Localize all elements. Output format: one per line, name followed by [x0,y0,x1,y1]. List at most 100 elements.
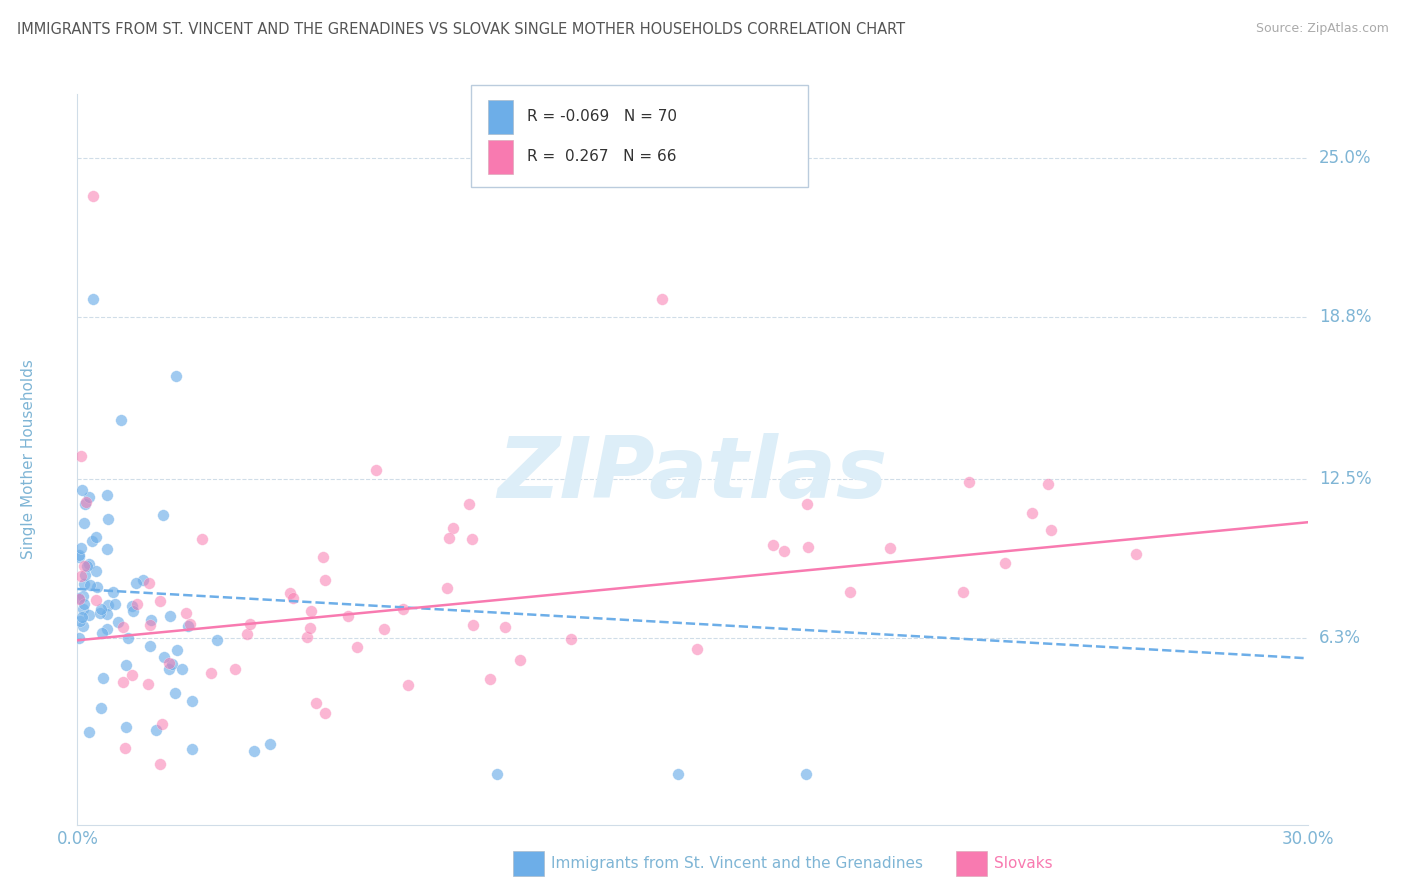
Point [243,743,266,757]
Point [82,534,104,549]
Point [69,449,91,463]
Point [163,686,186,700]
Point [121,668,143,682]
Point [145,723,167,738]
Point [77,558,100,572]
Point [179,617,201,632]
Point [76,559,98,574]
Point [97,598,120,612]
Point [121,604,143,618]
Point [90,626,112,640]
Point [125,597,148,611]
Point [166,643,188,657]
Point [797,541,820,555]
Point [69,615,91,629]
Point [90,701,112,715]
Text: 25.0%: 25.0% [1319,149,1371,167]
Point [181,742,204,756]
Point [67,549,90,563]
Point [72,483,94,497]
Point [96,622,118,636]
Point [69,569,91,583]
Point [794,766,817,780]
Point [957,475,980,489]
Point [110,412,132,426]
Point [157,662,180,676]
Point [139,618,162,632]
Point [101,585,124,599]
Text: IMMIGRANTS FROM ST. VINCENT AND THE GRENADINES VS SLOVAK SINGLE MOTHER HOUSEHOLD: IMMIGRANTS FROM ST. VINCENT AND THE GREN… [17,22,905,37]
Point [82,189,104,203]
Point [75,495,97,509]
Point [337,609,360,624]
Text: Source: ZipAtlas.com: Source: ZipAtlas.com [1256,22,1389,36]
Point [84,564,107,578]
Point [392,601,415,615]
Point [67,549,90,564]
Text: 12.5%: 12.5% [1319,469,1371,488]
Point [373,622,395,636]
Point [111,674,134,689]
Point [91,671,114,685]
Point [651,292,673,306]
Point [299,603,322,617]
Point [84,593,107,607]
Point [97,512,120,526]
Point [346,640,368,655]
Point [177,618,200,632]
Point [311,549,333,564]
Point [67,591,90,605]
Point [141,613,163,627]
Point [762,538,785,552]
Point [838,585,860,599]
Text: Immigrants from St. Vincent and the Grenadines: Immigrants from St. Vincent and the Gren… [551,856,924,871]
Point [280,586,302,600]
Point [153,650,176,665]
Point [485,766,508,780]
Point [297,630,319,644]
Point [73,597,96,611]
Point [1040,524,1063,538]
Point [281,591,304,605]
Point [72,601,94,615]
Point [952,585,974,599]
Point [72,589,94,603]
Point [139,640,162,654]
Point [73,559,96,574]
Point [79,578,101,592]
Point [494,619,516,633]
Point [200,666,222,681]
Point [77,725,100,739]
Point [773,543,796,558]
Point [463,618,485,632]
Point [238,617,260,632]
Point [73,568,96,582]
Point [138,576,160,591]
Point [437,531,460,545]
Point [205,632,228,647]
Point [73,516,96,531]
Point [159,656,181,670]
Point [67,591,90,606]
Point [70,610,93,624]
Point [77,607,100,622]
Point [107,615,129,629]
Text: ZIPatlas: ZIPatlas [498,433,887,516]
Text: R = -0.069   N = 70: R = -0.069 N = 70 [527,110,678,124]
Point [69,541,91,555]
Point [478,672,501,686]
Text: Single Mother Households: Single Mother Households [21,359,35,559]
Point [152,508,174,522]
Point [72,619,94,633]
Point [114,741,136,756]
Point [666,766,689,780]
Point [457,497,479,511]
Point [165,368,187,383]
Point [150,717,173,731]
Point [879,541,901,556]
Point [461,533,484,547]
Point [436,581,458,595]
Text: Slovaks: Slovaks [994,856,1053,871]
Point [67,631,90,645]
Point [259,737,281,751]
